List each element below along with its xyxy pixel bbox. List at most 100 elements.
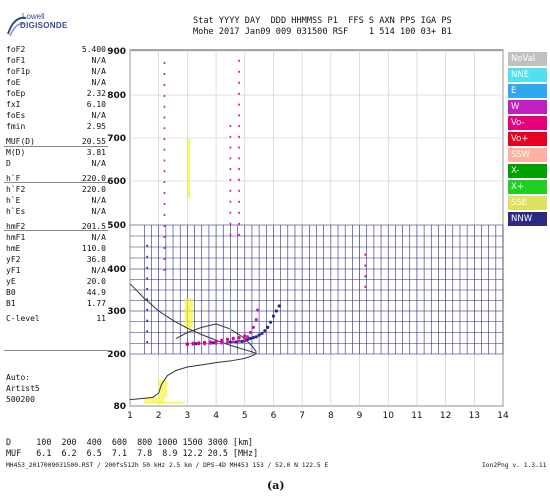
- x-tick-label: 10: [383, 411, 395, 421]
- y-tick-label: 800: [107, 91, 126, 101]
- trace-mark: [229, 211, 232, 214]
- trace-mark: [229, 157, 232, 160]
- param-name: foF2: [6, 45, 26, 54]
- param-name: yE: [6, 277, 16, 286]
- data-point: [257, 333, 261, 337]
- header-row1: Stat YYYY DAY DDD HHMMSS P1 FFS S AXN PP…: [193, 16, 452, 26]
- data-point: [248, 336, 253, 341]
- param-name: yF1: [6, 266, 21, 275]
- trace-mark: [163, 269, 166, 271]
- param-name: M(D): [6, 148, 26, 157]
- data-point: [263, 329, 267, 333]
- legend-item: SSW: [508, 148, 547, 162]
- param-name: D: [6, 159, 11, 168]
- trace-mark: [146, 255, 149, 258]
- data-point: [251, 325, 255, 329]
- y-tick-label: 200: [107, 350, 126, 360]
- param-value: N/A: [91, 56, 106, 65]
- data-point: [260, 331, 264, 335]
- param-value: N/A: [91, 67, 106, 76]
- x-tick-label: 8: [328, 411, 334, 421]
- trace-mark: [229, 200, 232, 203]
- trace-mark: [163, 181, 166, 183]
- trace-mark: [238, 81, 240, 84]
- param-value: N/A: [91, 159, 106, 168]
- param-separator: [4, 230, 108, 231]
- trace-mark: [146, 319, 149, 322]
- param-value: N/A: [91, 266, 106, 275]
- param-value: N/A: [91, 196, 106, 205]
- trace-mark: [163, 159, 166, 162]
- param-name: foEs: [6, 111, 26, 120]
- data-point: [254, 335, 258, 339]
- trace-mark: [163, 258, 166, 260]
- trace-mark: [163, 247, 166, 249]
- trace-mark: [146, 266, 149, 269]
- trace-mark: [229, 285, 232, 288]
- trace-mark: [163, 84, 166, 86]
- x-tick-label: 9: [357, 411, 363, 421]
- trace-mark: [163, 95, 166, 97]
- data-point: [220, 338, 224, 342]
- trace-mark: [238, 222, 240, 225]
- y-tick-label: 80: [113, 402, 126, 412]
- x-tick-label: 3: [185, 411, 191, 421]
- trace-mark: [146, 287, 149, 290]
- data-point: [220, 341, 224, 345]
- trace-mark: [238, 135, 240, 138]
- trace-mark: [229, 317, 232, 320]
- param-name: foE: [6, 78, 21, 87]
- trace-mark: [238, 125, 240, 128]
- data-point: [208, 340, 212, 344]
- data-point: [211, 341, 215, 345]
- data-point: [268, 320, 273, 324]
- noise-patch: [158, 401, 185, 404]
- legend-item: SSE: [508, 196, 547, 210]
- param-name: fxI: [6, 100, 21, 109]
- param-value: 2.95: [86, 122, 106, 131]
- data-point: [231, 336, 235, 341]
- data-point: [234, 340, 238, 344]
- x-tick-label: 1: [127, 411, 133, 421]
- param-value: 5.400: [81, 45, 106, 54]
- data-point: [266, 325, 270, 329]
- param-name: h`F: [6, 174, 21, 183]
- noise-patch: [184, 298, 194, 329]
- trace-mark: [229, 296, 232, 299]
- trace-mark: [238, 157, 240, 160]
- trace-mark: [238, 200, 240, 203]
- data-point: [251, 336, 255, 340]
- y-tick-label: 500: [107, 221, 126, 231]
- x-tick-label: 5: [242, 411, 248, 421]
- y-tick-label: 300: [107, 307, 126, 317]
- trace-mark: [163, 62, 166, 64]
- virtual-height-curve: [175, 323, 257, 353]
- param-value: 201.5: [81, 222, 106, 231]
- x-tick-label: 14: [497, 411, 509, 421]
- x-tick-label: 13: [469, 411, 480, 421]
- trace-mark: [238, 103, 240, 106]
- legend-item: W: [508, 100, 547, 114]
- param-name: B0: [6, 288, 16, 297]
- trace-mark: [163, 127, 166, 130]
- trace-mark: [163, 116, 166, 119]
- data-point: [237, 336, 241, 340]
- trace-mark: [229, 168, 232, 171]
- trace-mark: [146, 308, 149, 311]
- trace-mark: [229, 178, 232, 181]
- data-point: [214, 339, 218, 343]
- trace-mark: [163, 236, 166, 238]
- logo-line2: DIGISONDE: [20, 21, 68, 30]
- trace-mark: [163, 138, 166, 140]
- trace-mark: [146, 330, 149, 333]
- logo-line1: Lowell: [22, 12, 45, 21]
- param-name: foEp: [6, 89, 26, 98]
- param-name: fmin: [6, 122, 26, 131]
- y-tick-label: 900: [107, 47, 126, 57]
- param-name: foF1: [6, 56, 26, 65]
- trace-mark: [364, 253, 367, 256]
- x-tick-label: 11: [411, 411, 422, 421]
- param-name: C-level: [6, 314, 40, 323]
- legend-item: NNW: [508, 212, 547, 226]
- trace-mark: [163, 214, 166, 216]
